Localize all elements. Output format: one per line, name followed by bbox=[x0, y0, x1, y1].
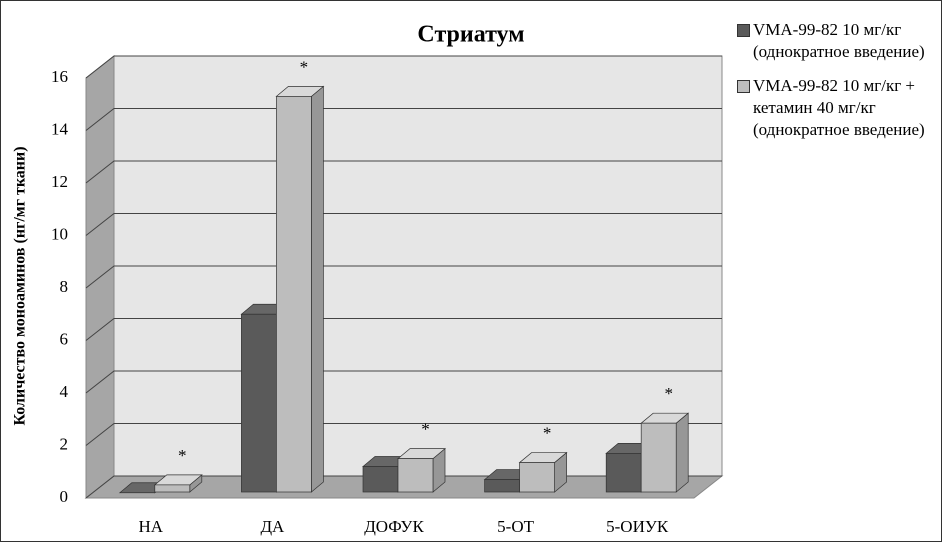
x-tick-label: ДА bbox=[260, 517, 285, 536]
x-tick-label: ДОФУК bbox=[364, 517, 424, 536]
legend-swatch bbox=[737, 80, 750, 93]
grid-line bbox=[85, 108, 722, 131]
chart-title: Стриатум bbox=[417, 22, 524, 48]
legend-label: VMA-99-82 10 мг/кг + кетамин 40 мг/кг (о… bbox=[753, 76, 925, 139]
legend-swatch bbox=[737, 24, 750, 37]
significance-label: * bbox=[664, 384, 673, 403]
x-tick-label: 5-ОТ bbox=[497, 517, 534, 536]
plot: Стриатум Количество моноаминов (нг/мг тк… bbox=[12, 22, 724, 536]
bar bbox=[241, 313, 277, 493]
bar bbox=[605, 453, 642, 493]
y-tick-label: 6 bbox=[60, 329, 69, 348]
grid-line bbox=[85, 160, 722, 184]
grid-line bbox=[85, 423, 722, 446]
bar bbox=[484, 479, 520, 493]
grid-line bbox=[85, 318, 722, 341]
bar-side bbox=[675, 412, 689, 493]
bar bbox=[519, 462, 555, 493]
x-tick-label: 5-ОИУК bbox=[606, 517, 669, 536]
y-axis-label: Количество моноаминов (нг/мг ткани) bbox=[12, 146, 29, 425]
y-tick-label: 0 bbox=[60, 487, 69, 506]
y-tick-label: 2 bbox=[60, 434, 69, 453]
legend-item: VMA-99-82 10 мг/кг + кетамин 40 мг/кг (о… bbox=[737, 75, 937, 141]
grid-line bbox=[85, 370, 722, 394]
y-tick-label: 12 bbox=[51, 172, 68, 191]
grid-line bbox=[85, 265, 722, 289]
legend: VMA-99-82 10 мг/кг (однократное введение… bbox=[737, 19, 937, 153]
y-tick-label: 14 bbox=[51, 119, 69, 138]
y-tick-label: 16 bbox=[51, 67, 68, 86]
grid-line bbox=[85, 213, 722, 236]
y-tick-label: 10 bbox=[51, 224, 68, 243]
y-tick-label: 4 bbox=[60, 382, 69, 401]
grid-line bbox=[85, 55, 722, 79]
bar bbox=[640, 422, 677, 493]
bar bbox=[397, 458, 434, 493]
significance-label: * bbox=[543, 423, 552, 442]
bar-side bbox=[311, 85, 324, 493]
y-tick-label: 8 bbox=[60, 277, 69, 296]
significance-label: * bbox=[178, 446, 187, 465]
bar bbox=[276, 96, 312, 493]
significance-label: * bbox=[421, 420, 430, 439]
x-tick-label: НА bbox=[139, 517, 164, 536]
legend-item: VMA-99-82 10 мг/кг (однократное введение… bbox=[737, 19, 937, 63]
bar bbox=[154, 484, 191, 493]
legend-label: VMA-99-82 10 мг/кг (однократное введение… bbox=[753, 20, 925, 61]
bar bbox=[362, 466, 399, 493]
significance-label: * bbox=[300, 57, 309, 76]
